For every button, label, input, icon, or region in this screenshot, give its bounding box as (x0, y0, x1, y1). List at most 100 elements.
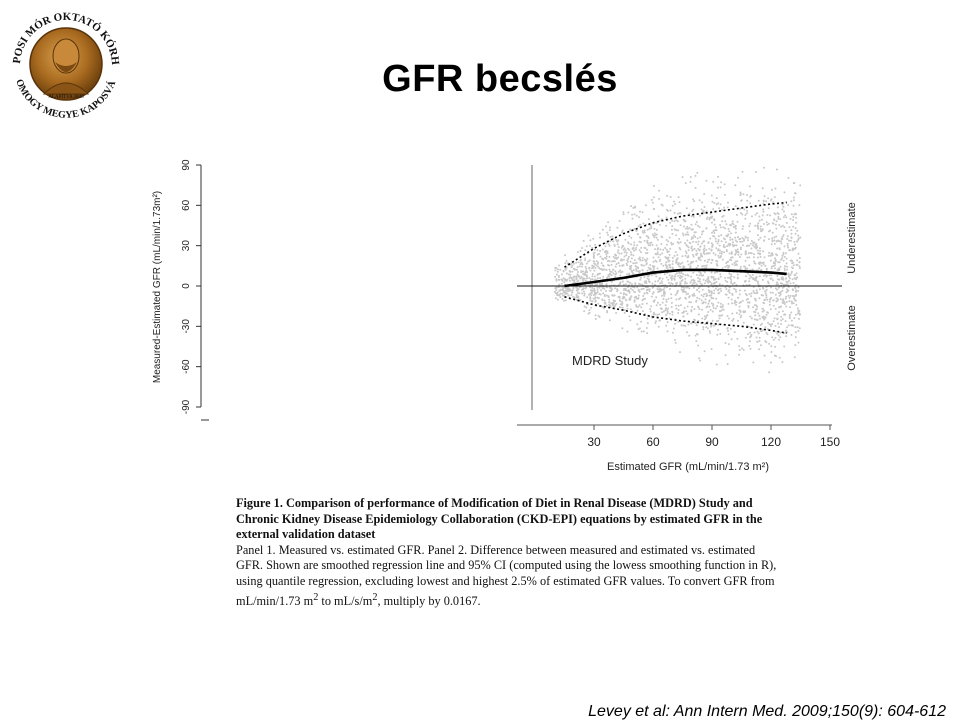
scatter-point (761, 278, 764, 281)
scatter-point (790, 236, 793, 239)
scatter-point (748, 280, 751, 283)
scatter-point (789, 294, 792, 297)
scatter-point (670, 293, 673, 296)
scatter-point (612, 268, 614, 271)
scatter-point (725, 250, 728, 253)
scatter-point (649, 224, 652, 227)
scatter-point (701, 242, 703, 245)
scatter-point (717, 319, 720, 322)
scatter-point (687, 227, 689, 230)
scatter-point (695, 299, 698, 302)
scatter-point (731, 319, 734, 322)
scatter-point (705, 326, 708, 329)
scatter-point (720, 181, 723, 184)
scatter-point (782, 251, 785, 254)
scatter-point (727, 302, 730, 305)
scatter-point (787, 275, 790, 278)
scatter-point (671, 310, 674, 313)
scatter-point (600, 262, 603, 265)
scatter-point (674, 273, 677, 276)
scatter-point (573, 280, 576, 283)
scatter-point (577, 295, 580, 298)
scatter-point (773, 196, 776, 199)
scatter-point (687, 292, 690, 295)
scatter-point (628, 235, 631, 238)
scatter-point (603, 307, 605, 310)
scatter-point (699, 214, 701, 217)
scatter-point (579, 299, 582, 301)
scatter-point (671, 256, 674, 259)
scatter-point (708, 305, 711, 308)
scatter-point (797, 330, 800, 332)
scatter-point (722, 214, 725, 217)
scatter-point (747, 306, 750, 309)
scatter-point (600, 283, 603, 286)
scatter-point (609, 270, 612, 273)
scatter-point (748, 256, 751, 259)
scatter-point (771, 231, 774, 234)
scatter-point (593, 287, 596, 290)
scatter-point (596, 277, 599, 280)
scatter-point (575, 275, 578, 278)
scatter-point (637, 267, 640, 270)
scatter-point (692, 279, 695, 282)
scatter-point (620, 252, 623, 255)
scatter-point (644, 297, 646, 300)
scatter-point (608, 286, 611, 289)
scatter-point (739, 246, 742, 249)
scatter-point (610, 290, 612, 293)
scatter-point (715, 363, 718, 366)
scatter-point (645, 263, 648, 266)
scatter-point (763, 166, 766, 169)
scatter-point (621, 306, 624, 309)
scatter-point (656, 301, 659, 304)
scatter-point (564, 299, 567, 302)
scatter-point (695, 324, 698, 327)
scatter-point (706, 320, 709, 323)
scatter-point (753, 318, 756, 321)
scatter-point (685, 227, 687, 230)
scatter-point (741, 170, 744, 173)
scatter-point (740, 314, 743, 317)
scatter-point (736, 250, 739, 253)
scatter-point (581, 247, 584, 249)
scatter-point (611, 304, 614, 307)
scatter-point (774, 257, 776, 260)
scatter-point (748, 225, 751, 228)
scatter-point (746, 199, 749, 202)
scatter-point (725, 293, 728, 296)
scatter-point (749, 340, 751, 343)
scatter-point (749, 202, 752, 205)
scatter-point (598, 267, 601, 270)
scatter-point (731, 283, 734, 286)
scatter-point (794, 313, 797, 316)
scatter-point (674, 341, 677, 344)
scatter-point (689, 266, 692, 269)
scatter-point (788, 300, 791, 303)
scatter-point (795, 272, 798, 275)
scatter-point (774, 307, 777, 310)
scatter-point (710, 283, 713, 286)
scatter-point (786, 288, 788, 291)
scatter-point (588, 309, 591, 312)
scatter-point (772, 279, 774, 282)
scatter-point (764, 264, 767, 267)
scatter-point (605, 225, 607, 228)
scatter-point (713, 223, 716, 226)
scatter-point (694, 334, 697, 337)
scatter-point (776, 332, 779, 335)
scatter-point (797, 234, 800, 237)
scatter-point (595, 264, 598, 267)
scatter-point (681, 255, 684, 258)
scatter-point (775, 355, 777, 358)
scatter-point (738, 238, 741, 241)
scatter-point (769, 229, 772, 232)
scatter-point (610, 263, 613, 266)
scatter-point (710, 261, 713, 264)
scatter-point (667, 307, 670, 310)
scatter-point (671, 283, 674, 285)
scatter-point (798, 267, 801, 270)
scatter-point (766, 214, 769, 216)
scatter-point (622, 283, 625, 286)
